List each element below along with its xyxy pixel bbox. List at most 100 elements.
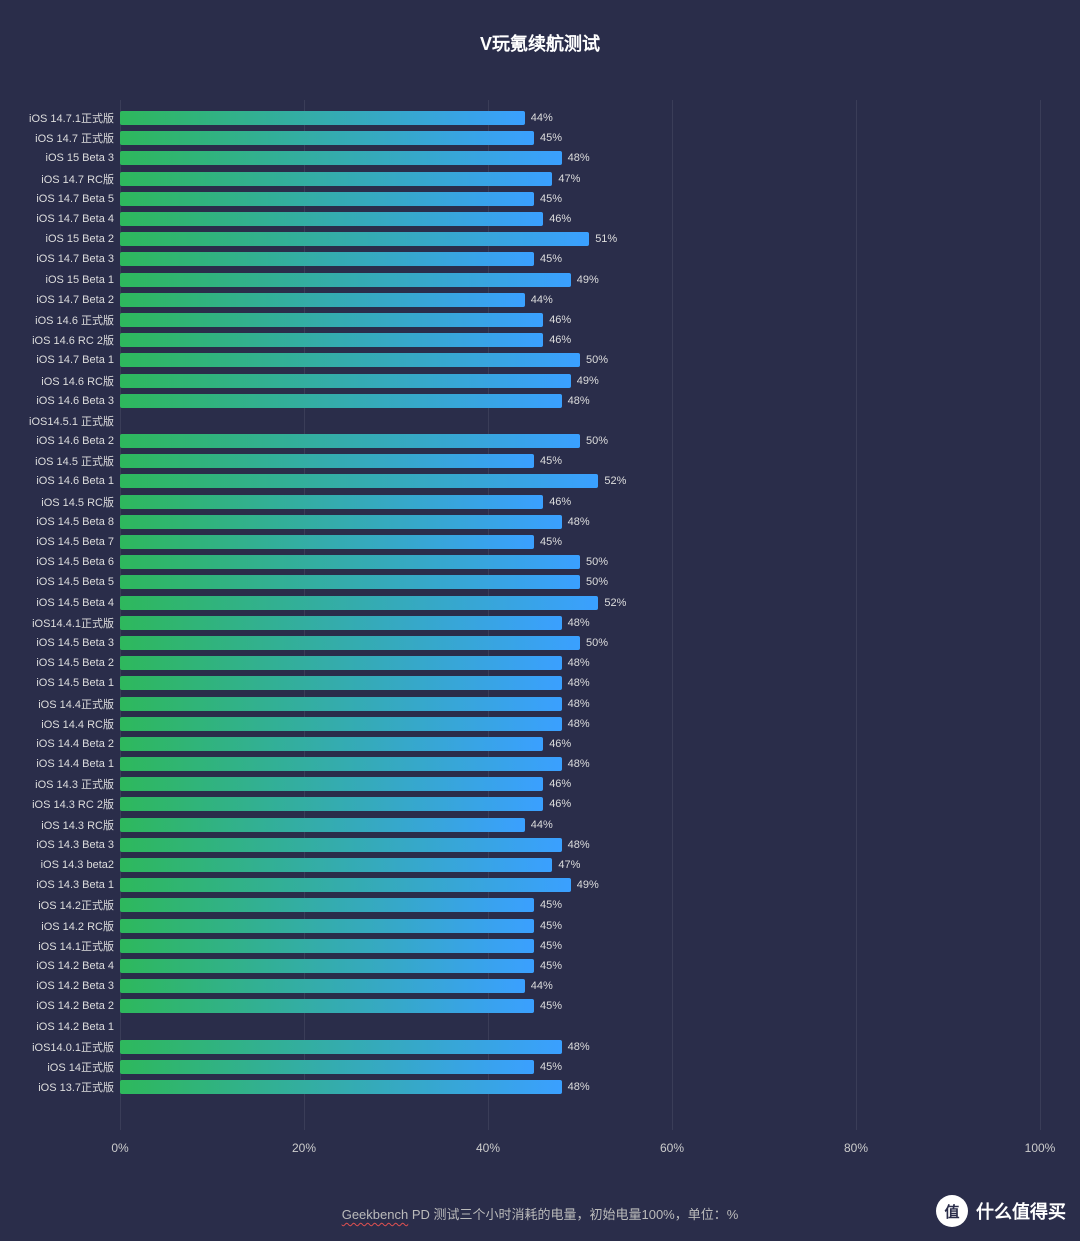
bar-value-label: 50% xyxy=(586,637,608,649)
y-axis-label: iOS14.0.1正式版 xyxy=(32,1039,114,1055)
y-axis-label: iOS 14.3 Beta 3 xyxy=(36,839,114,851)
y-axis-label: iOS 14.7 Beta 5 xyxy=(36,193,114,205)
bar-row: iOS 14.5 Beta 745% xyxy=(120,532,1040,552)
bar-value-label: 49% xyxy=(577,879,599,891)
bar-value-label: 48% xyxy=(568,395,590,407)
bar-value-label: 50% xyxy=(586,435,608,447)
bar-row: iOS 14.7.1正式版44% xyxy=(120,108,1040,128)
y-axis-label: iOS 13.7正式版 xyxy=(38,1079,114,1095)
bar-row: iOS 14.6 Beta 348% xyxy=(120,391,1040,411)
bar-row: iOS 14.2 Beta 1 xyxy=(120,1016,1040,1036)
x-tick-label: 100% xyxy=(1025,1141,1056,1155)
x-tick-label: 0% xyxy=(111,1141,128,1155)
bar-value-label: 46% xyxy=(549,798,571,810)
bar-value-label: 48% xyxy=(568,657,590,669)
bar-row: iOS 14.2 Beta 445% xyxy=(120,956,1040,976)
bar: 50% xyxy=(120,555,580,569)
bar: 48% xyxy=(120,1080,562,1094)
bar: 48% xyxy=(120,394,562,408)
bar-row: iOS 14.5 Beta 148% xyxy=(120,673,1040,693)
bar: 46% xyxy=(120,313,543,327)
bar-value-label: 46% xyxy=(549,778,571,790)
bar-row: iOS 14.7 Beta 345% xyxy=(120,249,1040,269)
y-axis-label: iOS 14.7.1正式版 xyxy=(29,110,114,126)
bar: 45% xyxy=(120,898,534,912)
bar-value-label: 48% xyxy=(568,1081,590,1093)
y-axis-label: iOS14.4.1正式版 xyxy=(32,615,114,631)
bar-value-label: 51% xyxy=(595,233,617,245)
bar: 46% xyxy=(120,212,543,226)
bar: 49% xyxy=(120,878,571,892)
bar-row: iOS14.5.1 正式版 xyxy=(120,411,1040,431)
bar: 49% xyxy=(120,273,571,287)
y-axis-label: iOS 14.3 RC 2版 xyxy=(32,796,114,812)
bar: 46% xyxy=(120,495,543,509)
bar: 46% xyxy=(120,737,543,751)
bar-value-label: 45% xyxy=(540,132,562,144)
y-axis-label: iOS 14.7 Beta 3 xyxy=(36,253,114,265)
bar-row: iOS 14.3 beta247% xyxy=(120,855,1040,875)
bar-row: iOS 14.5 正式版45% xyxy=(120,451,1040,471)
bar-row: iOS 14.4 RC版48% xyxy=(120,714,1040,734)
bar-value-label: 50% xyxy=(586,576,608,588)
bar-row: iOS 14.3 RC版44% xyxy=(120,815,1040,835)
bar-value-label: 45% xyxy=(540,193,562,205)
bar-value-label: 52% xyxy=(604,597,626,609)
bar-value-label: 48% xyxy=(568,617,590,629)
bar-value-label: 46% xyxy=(549,496,571,508)
bar-row: iOS 14.5 Beta 550% xyxy=(120,572,1040,592)
bars-container: iOS 14.7.1正式版44%iOS 14.7 正式版45% iOS 15 Be… xyxy=(120,108,1040,1120)
bar: 45% xyxy=(120,1060,534,1074)
bar-value-label: 48% xyxy=(568,839,590,851)
y-axis-label: iOS 14.5 Beta 7 xyxy=(36,536,114,548)
bar: 46% xyxy=(120,777,543,791)
bar-row: iOS 14.5 Beta 848% xyxy=(120,512,1040,532)
y-axis-label: iOS 14.5 Beta 6 xyxy=(36,556,114,568)
bar-row: iOS 13.7正式版48% xyxy=(120,1077,1040,1097)
bar-row: iOS 14.2 RC版45% xyxy=(120,916,1040,936)
bar-value-label: 48% xyxy=(568,718,590,730)
bar-value-label: 45% xyxy=(540,960,562,972)
bar: 45% xyxy=(120,252,534,266)
bar-value-label: 47% xyxy=(558,173,580,185)
bar-row: iOS 14.7 Beta 244% xyxy=(120,290,1040,310)
bar: 48% xyxy=(120,616,562,630)
bar-value-label: 44% xyxy=(531,294,553,306)
bar-value-label: 45% xyxy=(540,1000,562,1012)
bar-value-label: 45% xyxy=(540,253,562,265)
y-axis-label: iOS14.5.1 正式版 xyxy=(29,413,114,429)
bar-row: iOS 14.3 正式版46% xyxy=(120,774,1040,794)
y-axis-label: iOS 14.6 Beta 3 xyxy=(36,395,114,407)
bar-row: iOS 14.7 正式版45% xyxy=(120,128,1040,148)
bar-row: iOS 14.5 Beta 350% xyxy=(120,633,1040,653)
bar-value-label: 45% xyxy=(540,536,562,548)
bar-value-label: 48% xyxy=(568,152,590,164)
y-axis-label: iOS 14.5 Beta 5 xyxy=(36,576,114,588)
y-axis-label: iOS 14.2 Beta 3 xyxy=(36,980,114,992)
bar-row: iOS 14.7 Beta 446% xyxy=(120,209,1040,229)
bar-value-label: 45% xyxy=(540,899,562,911)
bar-row: iOS 14.5 RC版46% xyxy=(120,492,1040,512)
chart-area: 0%20%40%60%80%100% iOS 14.7.1正式版44%iOS 1… xyxy=(120,100,1040,1160)
y-axis-label: iOS 15 Beta 3 xyxy=(46,152,115,164)
bar: 51% xyxy=(120,232,589,246)
bar-row: iOS14.4.1正式版48% xyxy=(120,613,1040,633)
y-axis-label: iOS 14.6 RC 2版 xyxy=(32,332,114,348)
bar: 45% xyxy=(120,535,534,549)
bar-row: iOS 14.5 Beta 452% xyxy=(120,593,1040,613)
bar-row: iOS 14.4正式版48% xyxy=(120,693,1040,713)
y-axis-label: iOS 14.2 Beta 1 xyxy=(36,1021,114,1033)
bar: 48% xyxy=(120,656,562,670)
y-axis-label: iOS 14.5 Beta 2 xyxy=(36,657,114,669)
watermark-badge: 值 xyxy=(936,1195,968,1227)
bar: 45% xyxy=(120,999,534,1013)
bar-row: iOS 14.2正式版45% xyxy=(120,895,1040,915)
x-tick-label: 80% xyxy=(844,1141,868,1155)
footnote-underlined: Geekbench xyxy=(342,1207,409,1222)
bar-row: iOS 14.6 正式版46% xyxy=(120,310,1040,330)
bar: 49% xyxy=(120,374,571,388)
bar-row: iOS 14.5 Beta 650% xyxy=(120,552,1040,572)
bar: 48% xyxy=(120,515,562,529)
y-axis-label: iOS 14.4 Beta 2 xyxy=(36,738,114,750)
bar-row: iOS 15 Beta 149% xyxy=(120,270,1040,290)
